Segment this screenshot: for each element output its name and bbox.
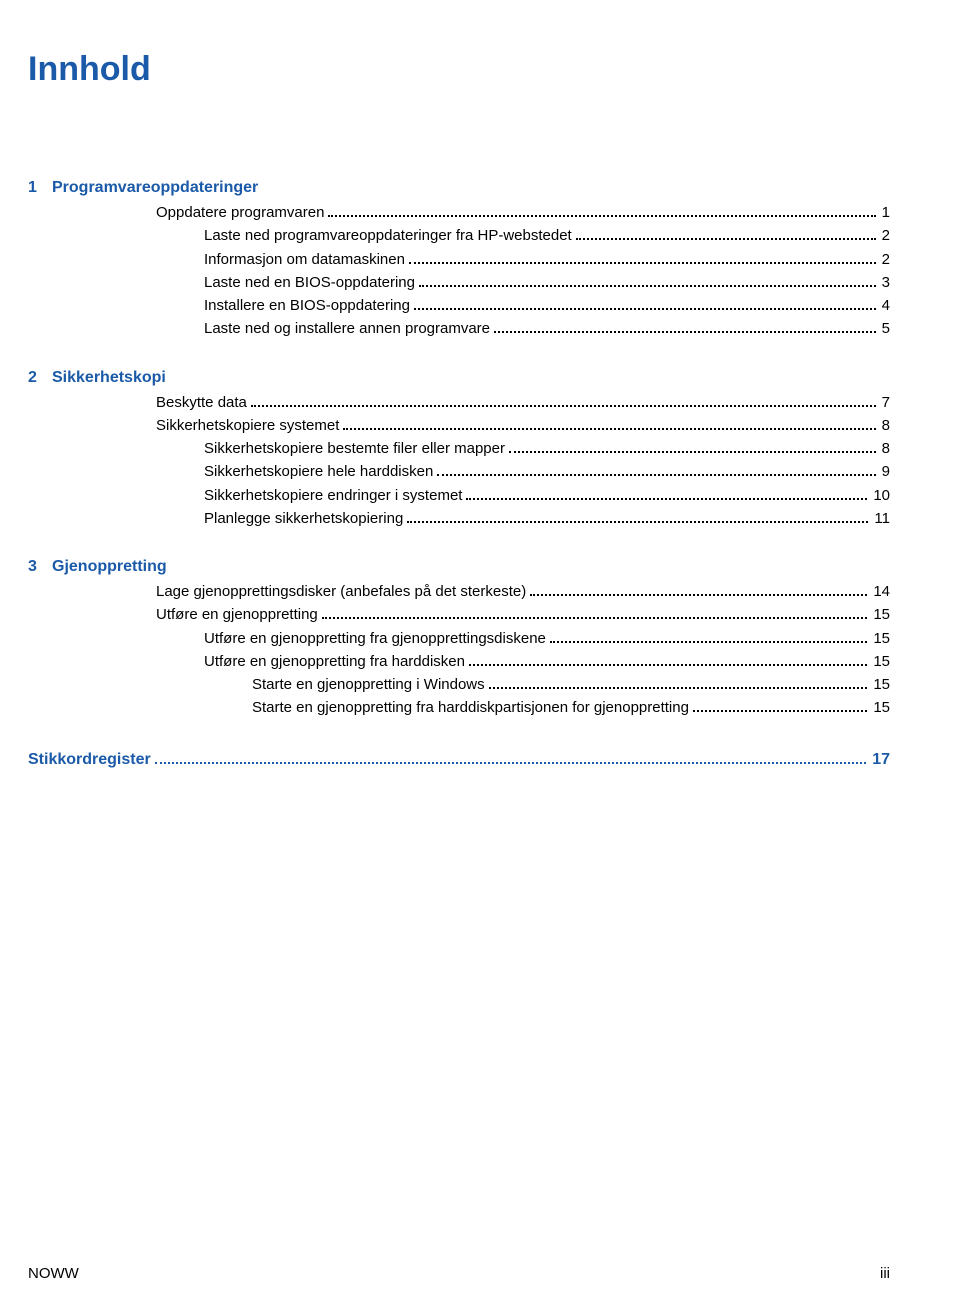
toc-entry-text: Planlegge sikkerhetskopiering xyxy=(204,507,403,530)
toc-entry: Utføre en gjenoppretting 15 xyxy=(156,603,890,626)
toc-entry: Installere en BIOS-oppdatering 4 xyxy=(204,294,890,317)
dot-leader xyxy=(466,485,867,499)
toc-entry-page: 4 xyxy=(880,294,890,317)
dot-leader xyxy=(407,509,868,523)
toc-entry: Starte en gjenoppretting fra harddiskpar… xyxy=(252,696,890,719)
toc-entry-text: Utføre en gjenoppretting fra gjenopprett… xyxy=(204,627,546,650)
toc-entry-page: 3 xyxy=(880,271,890,294)
toc-section: 2SikkerhetskopiBeskytte data 7Sikkerhets… xyxy=(28,369,890,531)
dot-leader xyxy=(419,273,876,287)
toc-section-heading: 1Programvareoppdateringer xyxy=(28,179,890,197)
dot-leader xyxy=(494,319,876,333)
table-of-contents: 1ProgramvareoppdateringerOppdatere progr… xyxy=(28,179,890,772)
toc-section-number: 1 xyxy=(28,179,52,197)
toc-entry: Sikkerhetskopiere bestemte filer eller m… xyxy=(204,437,890,460)
toc-entry-page: 1 xyxy=(880,201,890,224)
toc-section-title: Sikkerhetskopi xyxy=(52,369,166,386)
toc-section-title: Gjenoppretting xyxy=(52,558,167,575)
toc-entry: Laste ned og installere annen programvar… xyxy=(204,317,890,340)
toc-section-title: Programvareoppdateringer xyxy=(52,179,258,196)
toc-entry-page: 14 xyxy=(871,580,890,603)
toc-entry-page: 15 xyxy=(871,650,890,673)
toc-entry-text: Beskytte data xyxy=(156,391,247,414)
toc-section-heading: 3Gjenoppretting xyxy=(28,558,890,576)
toc-entry-page: 8 xyxy=(880,414,890,437)
dot-leader xyxy=(251,392,876,406)
toc-index-entry: Stikkordregister 17 xyxy=(28,748,890,773)
toc-entry-text: Laste ned programvareoppdateringer fra H… xyxy=(204,224,572,247)
toc-entry-page: 2 xyxy=(880,224,890,247)
toc-entry-text: Laste ned og installere annen programvar… xyxy=(204,317,490,340)
dot-leader xyxy=(328,203,875,217)
toc-entry: Utføre en gjenoppretting fra harddisken … xyxy=(204,650,890,673)
footer-right: iii xyxy=(880,1265,890,1282)
toc-entry: Laste ned en BIOS-oppdatering 3 xyxy=(204,271,890,294)
toc-entry: Sikkerhetskopiere systemet 8 xyxy=(156,414,890,437)
toc-entry: Laste ned programvareoppdateringer fra H… xyxy=(204,224,890,247)
toc-section-heading: 2Sikkerhetskopi xyxy=(28,369,890,387)
toc-entry: Beskytte data 7 xyxy=(156,391,890,414)
toc-section: 3Gjenoppretting Lage gjenopprettingsdiske… xyxy=(28,558,890,720)
toc-entry-text: Utføre en gjenoppretting xyxy=(156,603,318,626)
toc-entry-text: Sikkerhetskopiere systemet xyxy=(156,414,339,437)
dot-leader xyxy=(322,605,868,619)
toc-entry: Sikkerhetskopiere endringer i systemet 1… xyxy=(204,484,890,507)
dot-leader xyxy=(414,296,876,310)
toc-entry-page: 2 xyxy=(880,248,890,271)
toc-entry-text: Sikkerhetskopiere endringer i systemet xyxy=(204,484,462,507)
dot-leader xyxy=(693,698,867,712)
dot-leader xyxy=(409,249,876,263)
toc-entry-page: 15 xyxy=(871,603,890,626)
dot-leader xyxy=(437,462,875,476)
toc-entry-text: Starte en gjenoppretting fra harddiskpar… xyxy=(252,696,689,719)
toc-entry: Planlegge sikkerhetskopiering 11 xyxy=(204,507,890,530)
toc-entry-page: 15 xyxy=(871,673,890,696)
toc-entry-text: Starte en gjenoppretting i Windows xyxy=(252,673,485,696)
toc-entry-page: 15 xyxy=(871,696,890,719)
toc-entry-page: 9 xyxy=(880,460,890,483)
toc-entry-page: 10 xyxy=(871,484,890,507)
dot-leader xyxy=(576,226,876,240)
dot-leader xyxy=(509,439,876,453)
toc-entry-text: Laste ned en BIOS-oppdatering xyxy=(204,271,415,294)
toc-entry-text: Sikkerhetskopiere hele harddisken xyxy=(204,460,433,483)
toc-section: 1ProgramvareoppdateringerOppdatere progr… xyxy=(28,179,890,341)
toc-entry-page: 11 xyxy=(872,507,890,530)
toc-entry: Lage gjenopprettingsdisker (anbefales på… xyxy=(156,580,890,603)
dot-leader xyxy=(155,749,866,763)
toc-entry-text: Oppdatere programvaren xyxy=(156,201,324,224)
toc-entry: Sikkerhetskopiere hele harddisken 9 xyxy=(204,460,890,483)
toc-entry-text: Installere en BIOS-oppdatering xyxy=(204,294,410,317)
toc-entry: Starte en gjenoppretting i Windows 15 xyxy=(252,673,890,696)
dot-leader xyxy=(489,675,868,689)
toc-entry-text: Sikkerhetskopiere bestemte filer eller m… xyxy=(204,437,505,460)
dot-leader xyxy=(469,652,867,666)
toc-entry-page: 7 xyxy=(880,391,890,414)
toc-entry: Informasjon om datamaskinen 2 xyxy=(204,248,890,271)
dot-leader xyxy=(530,582,867,596)
toc-entry-page: 15 xyxy=(871,627,890,650)
toc-section-number: 3 xyxy=(28,558,52,576)
toc-entry-text: Utføre en gjenoppretting fra harddisken xyxy=(204,650,465,673)
footer-left: NOWW xyxy=(28,1265,79,1282)
page-footer: NOWW iii xyxy=(28,1265,890,1282)
toc-section-number: 2 xyxy=(28,369,52,387)
toc-index-page: 17 xyxy=(870,748,890,773)
dot-leader xyxy=(343,416,875,430)
toc-entry: Oppdatere programvaren 1 xyxy=(156,201,890,224)
toc-entry-text: Informasjon om datamaskinen xyxy=(204,248,405,271)
toc-entry-page: 8 xyxy=(880,437,890,460)
toc-entry-text: Lage gjenopprettingsdisker (anbefales på… xyxy=(156,580,526,603)
toc-entry: Utføre en gjenoppretting fra gjenopprett… xyxy=(204,627,890,650)
toc-index-text: Stikkordregister xyxy=(28,748,151,773)
page-title: Innhold xyxy=(28,50,890,89)
toc-entry-page: 5 xyxy=(880,317,890,340)
page-container: Innhold 1ProgramvareoppdateringerOppdate… xyxy=(0,0,960,1310)
dot-leader xyxy=(550,628,867,642)
